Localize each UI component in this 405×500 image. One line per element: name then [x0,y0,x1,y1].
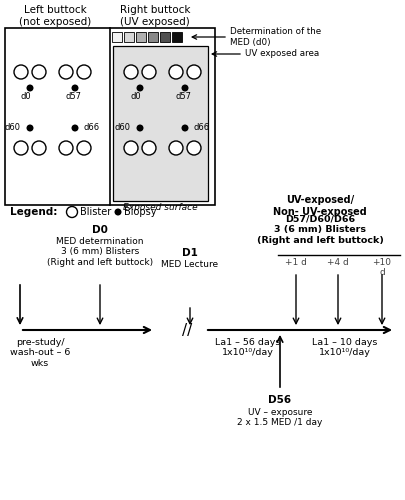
Circle shape [142,141,156,155]
Text: MED Lecture: MED Lecture [161,260,218,269]
Bar [5,28,215,205]
Text: La1 – 56 days
1x10¹⁰/day: La1 – 56 days 1x10¹⁰/day [215,338,280,357]
Circle shape [187,141,200,155]
Bar [113,46,207,201]
Circle shape [77,141,91,155]
Text: UV-exposed/
Non- UV-exposed: UV-exposed/ Non- UV-exposed [273,195,366,216]
Text: La1 – 10 days
1x10¹⁰/day: La1 – 10 days 1x10¹⁰/day [311,338,377,357]
Bar [172,32,181,42]
Circle shape [124,65,138,79]
Circle shape [142,65,156,79]
Text: MED determination
3 (6 mm) Blisters
(Right and left buttock): MED determination 3 (6 mm) Blisters (Rig… [47,237,153,267]
Text: d66: d66 [194,124,210,132]
Circle shape [136,124,143,132]
Circle shape [26,84,34,91]
Text: +4 d: +4 d [326,258,348,267]
Circle shape [14,65,28,79]
Circle shape [181,124,188,132]
Text: d60: d60 [5,124,21,132]
Circle shape [114,208,121,216]
Text: Biopsy: Biopsy [124,207,156,217]
Text: Blister: Blister [80,207,111,217]
Circle shape [124,141,138,155]
Circle shape [168,65,183,79]
Circle shape [71,124,78,132]
Text: d60: d60 [115,124,131,132]
Text: //: // [181,322,192,338]
Circle shape [181,84,188,91]
Bar [112,32,122,42]
Text: d66: d66 [84,124,100,132]
Circle shape [59,65,73,79]
Text: +10
d: +10 d [371,258,390,278]
Bar [124,32,134,42]
Text: d57: d57 [175,92,192,101]
Text: UV exposed area: UV exposed area [244,50,318,58]
Text: d57: d57 [66,92,82,101]
Circle shape [66,206,77,218]
Circle shape [71,84,78,91]
Text: pre-study/
wash-out – 6
wks: pre-study/ wash-out – 6 wks [10,338,70,368]
Text: +1 d: +1 d [284,258,306,267]
Text: Legend:: Legend: [10,207,57,217]
Text: UV – exposure
2 x 1.5 MED /1 day: UV – exposure 2 x 1.5 MED /1 day [237,408,322,428]
Text: D57/D60/D66
3 (6 mm) Blisters
(Right and left buttock): D57/D60/D66 3 (6 mm) Blisters (Right and… [256,215,382,245]
Text: Exposed surface: Exposed surface [123,203,197,212]
Circle shape [187,65,200,79]
Text: d0: d0 [21,92,32,101]
Circle shape [32,141,46,155]
Text: Right buttock
(UV exposed): Right buttock (UV exposed) [119,5,190,26]
Text: d0: d0 [131,92,141,101]
Circle shape [26,124,34,132]
Text: D56: D56 [268,395,291,405]
Circle shape [168,141,183,155]
Bar [148,32,158,42]
Circle shape [77,65,91,79]
Text: Left buttock
(not exposed): Left buttock (not exposed) [19,5,91,26]
Circle shape [136,84,143,91]
Bar [136,32,146,42]
Circle shape [14,141,28,155]
Text: D1: D1 [181,248,198,258]
Text: D0: D0 [92,225,108,235]
Bar [160,32,170,42]
Circle shape [32,65,46,79]
Circle shape [59,141,73,155]
Text: Determination of the
MED (d0): Determination of the MED (d0) [230,28,320,46]
